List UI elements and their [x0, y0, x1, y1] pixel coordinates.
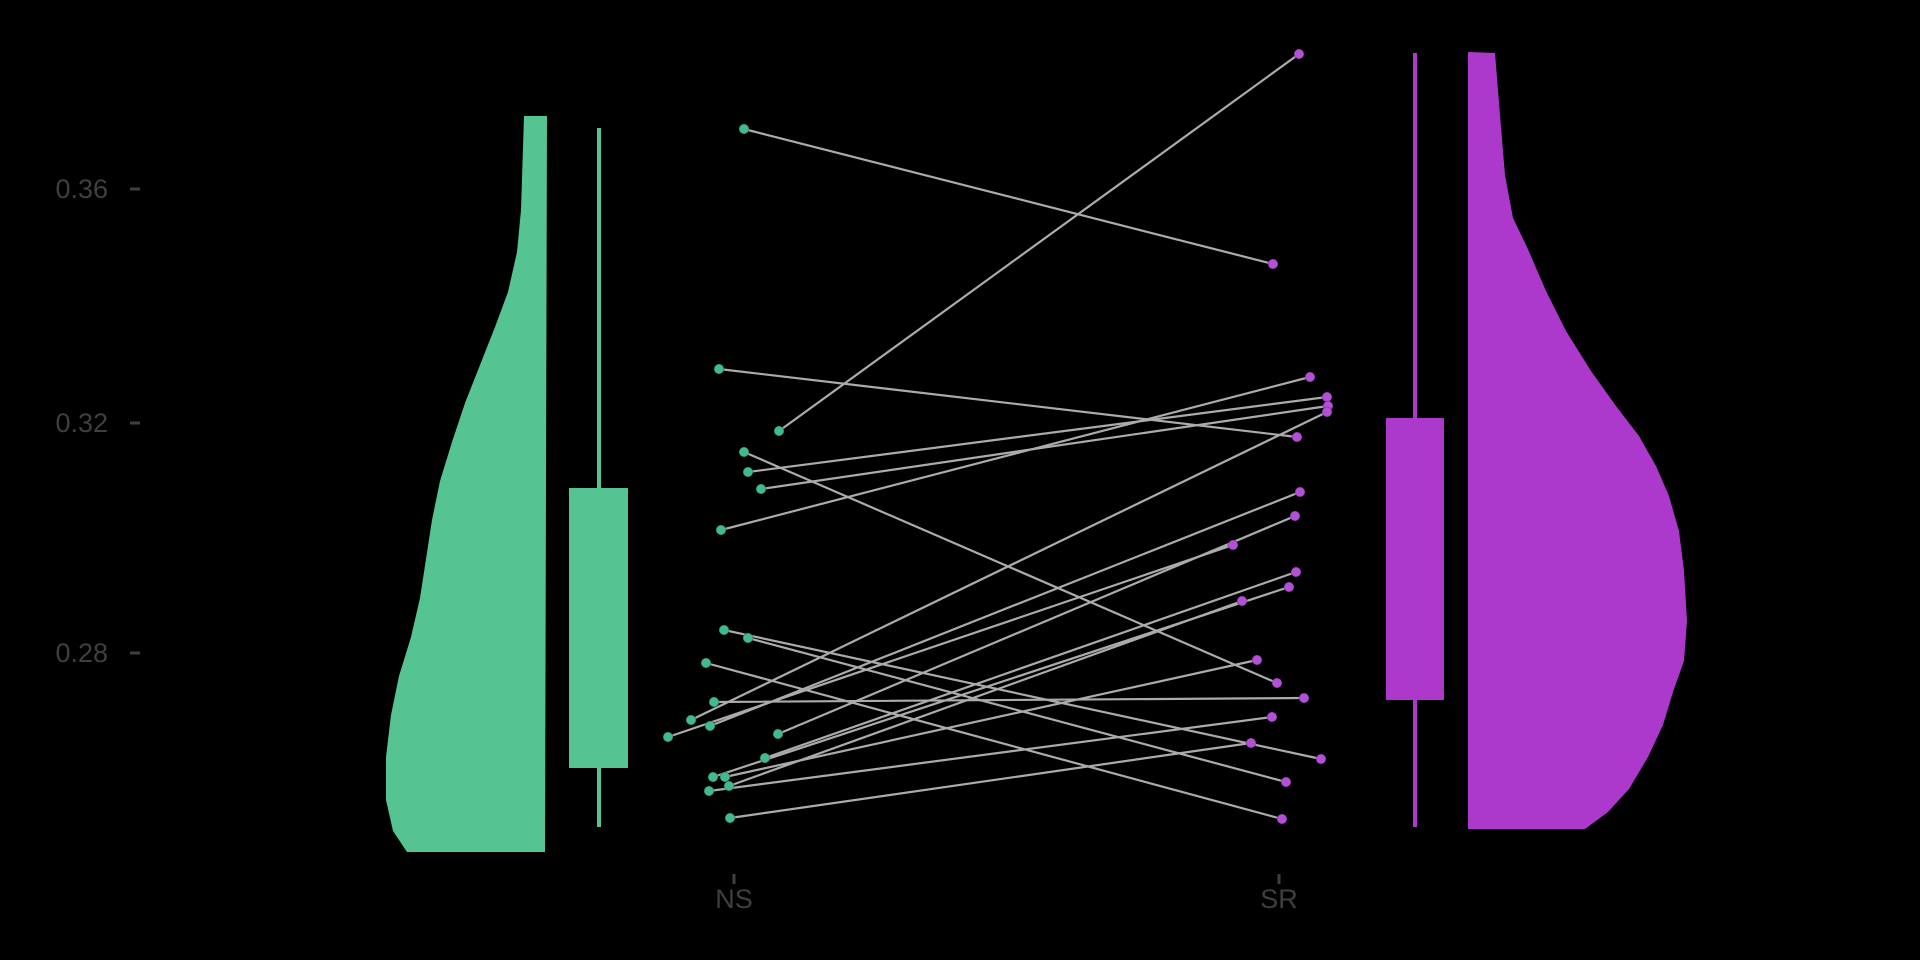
sr-data-point [1227, 539, 1239, 551]
point-layer [662, 48, 1334, 825]
ns-data-point [718, 624, 730, 636]
pair-connector-line [746, 395, 1329, 474]
violin-layer [386, 52, 1687, 852]
ns-data-point [719, 771, 731, 783]
ns-data-point [703, 785, 715, 797]
sr-data-point [1251, 654, 1263, 666]
sr-data-point [1236, 595, 1248, 607]
x-axis: NS SR [715, 874, 1298, 914]
pair-connector-line [719, 375, 1312, 532]
x-tick-label-sr: SR [1260, 884, 1298, 914]
pair-connector-line [742, 450, 1279, 685]
sr-data-point [1293, 48, 1305, 60]
violin-ns [386, 116, 547, 852]
sr-data-point [1283, 581, 1295, 593]
ns-data-point [704, 720, 716, 732]
pair-connector-line [712, 696, 1306, 704]
ns-data-point [759, 752, 771, 764]
y-tick-label: 0.36 [55, 174, 108, 204]
pair-connector-line [666, 543, 1235, 739]
sr-data-point [1276, 813, 1288, 825]
ns-data-point [700, 657, 712, 669]
box-ns [569, 488, 628, 768]
sr-data-point [1321, 391, 1333, 403]
ns-data-point [685, 714, 697, 726]
ns-data-point [713, 363, 725, 375]
violin-sr [1468, 52, 1687, 829]
pair-connector-line [742, 127, 1275, 266]
ns-data-point [715, 524, 727, 536]
sr-data-point [1290, 566, 1302, 578]
pair-connector-line [759, 404, 1330, 491]
y-tick-label: 0.28 [55, 638, 108, 668]
sr-data-point [1315, 753, 1327, 765]
ns-data-point [773, 425, 785, 437]
ns-data-point [772, 728, 784, 740]
ns-data-point [707, 771, 719, 783]
y-axis: 0.36 0.32 0.28 [55, 174, 140, 668]
x-tick-label-ns: NS [715, 884, 753, 914]
sr-data-point [1321, 406, 1333, 418]
sr-data-point [1289, 510, 1301, 522]
sr-data-point [1245, 737, 1257, 749]
ns-data-point [724, 812, 736, 824]
pair-connector-line [722, 628, 1323, 761]
pair-connector-layer [666, 52, 1330, 821]
boxplot-layer [569, 53, 1444, 827]
ns-data-point [755, 483, 767, 495]
pair-connector-line [707, 715, 1274, 793]
sr-data-point [1304, 371, 1316, 383]
pair-connector-line [708, 490, 1302, 728]
ns-data-point [742, 632, 754, 644]
ns-data-point [662, 731, 674, 743]
sr-data-point [1271, 677, 1283, 689]
ns-data-point [738, 123, 750, 135]
pair-connector-line [728, 741, 1253, 820]
ns-data-point [742, 466, 754, 478]
sr-data-point [1291, 431, 1303, 443]
pair-connector-line [777, 52, 1301, 433]
pair-connector-line [763, 570, 1298, 760]
ns-data-point [723, 780, 735, 792]
pair-connector-line [689, 410, 1329, 722]
sr-data-point [1294, 486, 1306, 498]
pair-connector-line [746, 636, 1288, 784]
sr-data-point [1267, 258, 1279, 270]
sr-data-point [1298, 692, 1310, 704]
pair-connector-line [727, 599, 1244, 788]
sr-data-point [1280, 776, 1292, 788]
box-sr [1386, 418, 1444, 700]
ns-data-point [738, 446, 750, 458]
pair-connector-line [723, 658, 1259, 779]
sr-data-point [1266, 711, 1278, 723]
ns-data-point [708, 696, 720, 708]
y-tick-label: 0.32 [55, 408, 108, 438]
